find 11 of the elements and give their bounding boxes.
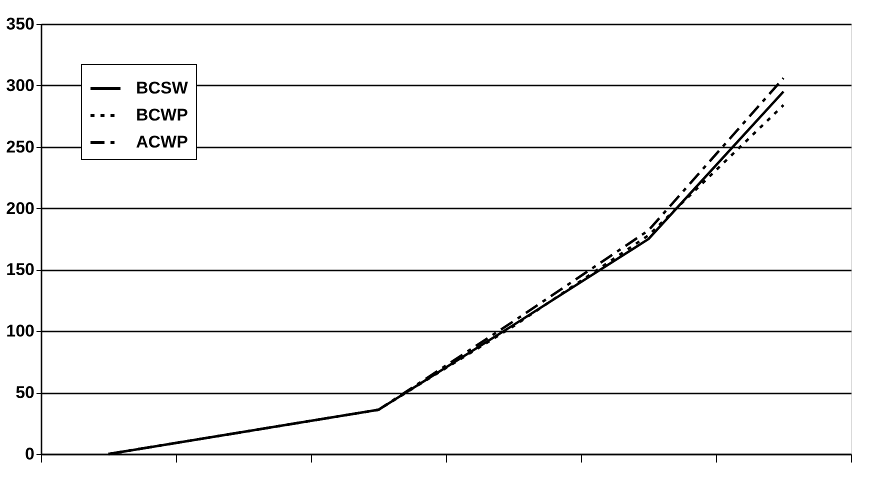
y-tick-label: 50 — [16, 383, 34, 402]
legend-label: ACWP — [136, 132, 188, 152]
y-tick-label: 100 — [6, 322, 34, 341]
y-tick-label: 300 — [6, 76, 34, 95]
y-tick-label: 150 — [6, 260, 34, 280]
y-tick-label: 250 — [6, 137, 34, 156]
y-tick-label: 0 — [25, 444, 34, 464]
y-tick-label: 200 — [6, 198, 34, 218]
y-tick-label: 350 — [6, 14, 34, 34]
legend-label: BCWP — [136, 106, 188, 124]
legend-label: BCSW — [136, 78, 189, 98]
